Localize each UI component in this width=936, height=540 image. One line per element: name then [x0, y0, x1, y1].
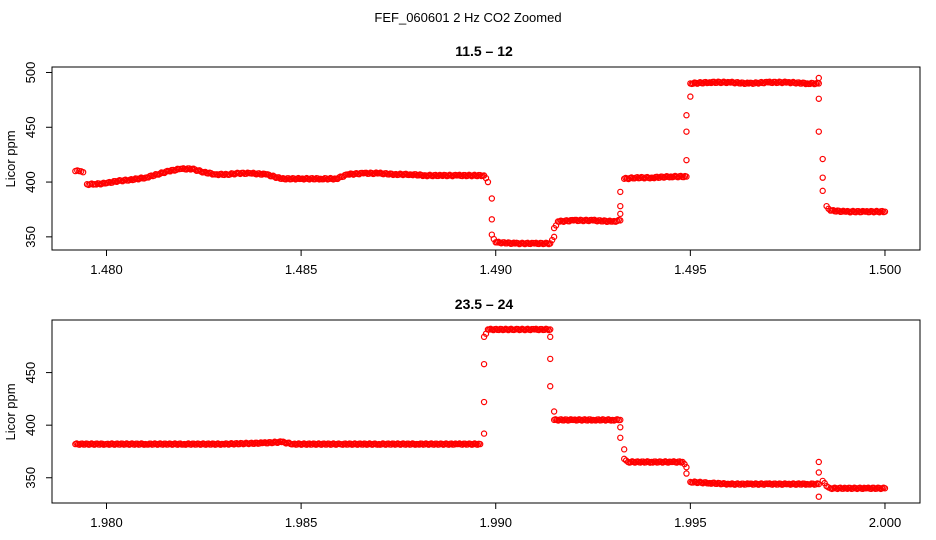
panel-bottom-data-point — [620, 446, 628, 453]
panel-top-x-axis: 1.480 1.485 1.490 1.495 1.500 — [90, 250, 901, 277]
panel-bottom-data-point — [815, 458, 822, 466]
panel-top-ytick-label: 350 — [23, 226, 38, 248]
panel-top-data-point — [683, 156, 690, 164]
panel-bottom-xtick-label: 1.995 — [674, 515, 707, 530]
panel-bottom-data-point — [617, 416, 624, 424]
panel-bottom-y-axis: 350 400 450 — [23, 362, 52, 489]
panel-top-data-point — [683, 173, 690, 180]
panel-top-data-point — [617, 217, 624, 224]
panel-bottom-ylabel: Licor ppm — [3, 383, 18, 440]
panel-bottom-xtick-label: 1.985 — [285, 515, 318, 530]
panel-top: 11.5 – 12 Licor ppm 1.480 1.485 1.490 1.495… — [3, 43, 921, 277]
panel-top-data-point — [819, 155, 826, 163]
panel-top-data-point — [484, 178, 492, 186]
panel-top-data-point — [548, 236, 556, 244]
panel-top-data-point — [156, 170, 164, 177]
panel-top-data-point — [687, 93, 694, 100]
panel-bottom-points — [72, 325, 889, 500]
panel-bottom-data-point — [617, 424, 624, 431]
panel-top-data-point — [815, 128, 822, 135]
panel-top-xtick-label: 1.480 — [90, 262, 123, 277]
panel-top-title: 11.5 – 12 — [455, 43, 513, 59]
panel-bottom-data-point — [547, 383, 554, 390]
figure-title: FEF_060601 2 Hz CO2 Zoomed — [374, 10, 561, 25]
panel-bottom-x-axis: 1.980 1.985 1.990 1.995 2.000 — [90, 503, 901, 530]
panel-bottom: 23.5 – 24 Licor ppm 1.980 1.985 1.990 1.995… — [3, 296, 921, 530]
panel-top-xtick-label: 1.500 — [869, 262, 902, 277]
panel-bottom-plot-frame — [51, 319, 921, 504]
panel-top-data-point — [683, 112, 690, 119]
panel-bottom-data-point — [815, 493, 822, 500]
panel-top-data-point — [488, 195, 496, 202]
panel-bottom-xtick-label: 1.980 — [90, 515, 123, 530]
panel-top-ytick-label: 450 — [23, 116, 38, 138]
panel-top-data-point — [130, 176, 138, 183]
panel-top-data-point — [815, 74, 822, 82]
panel-bottom-xtick-label: 1.990 — [479, 515, 512, 530]
panel-top-data-point — [617, 202, 624, 210]
panel-top-data-point — [271, 173, 278, 180]
panel-bottom-ytick-label: 400 — [23, 414, 38, 436]
panel-top-ytick-label: 500 — [23, 62, 38, 84]
panel-bottom-data-point — [547, 355, 554, 363]
panel-bottom-data-point — [480, 360, 488, 368]
panel-top-data-point — [150, 172, 158, 179]
panel-bottom-data-point — [547, 326, 554, 333]
panel-bottom-data-point — [815, 469, 822, 476]
panel-top-y-axis: 350 400 450 500 — [23, 62, 52, 248]
panel-top-data-point — [172, 166, 180, 174]
panel-top-data-point — [93, 181, 100, 188]
panel-bottom-ytick-label: 450 — [23, 362, 38, 384]
panel-bottom-xtick-label: 2.000 — [869, 515, 902, 530]
panel-top-data-point — [191, 166, 199, 173]
panel-top-data-point — [476, 171, 484, 179]
panel-top-data-point — [388, 170, 395, 178]
panel-top-data-point — [881, 208, 889, 215]
panel-top-data-point — [683, 128, 690, 135]
panel-bottom-data-point — [480, 430, 488, 437]
panel-top-data-point — [617, 210, 624, 218]
panel-top-xtick-label: 1.490 — [479, 262, 512, 277]
panel-bottom-data-point — [815, 480, 822, 488]
panel-top-data-point — [819, 174, 826, 181]
panel-top-data-point — [815, 95, 822, 102]
panel-bottom-ytick-label: 350 — [23, 467, 38, 489]
panel-top-data-point — [550, 233, 558, 241]
panel-top-data-point — [79, 168, 87, 176]
panel-top-plot-frame — [51, 66, 921, 251]
panel-bottom-data-point — [681, 460, 688, 468]
panel-top-points — [72, 74, 889, 248]
panel-bottom-data-point — [480, 398, 488, 406]
panel-top-data-point — [819, 187, 826, 195]
panel-bottom-data-point — [476, 440, 484, 448]
panel-bottom-data-point — [617, 434, 624, 441]
panel-top-xtick-label: 1.485 — [285, 262, 318, 277]
panel-bottom-data-point — [550, 408, 558, 415]
panel-bottom-data-point — [683, 470, 690, 477]
panel-bottom-data-point — [547, 333, 554, 341]
panel-top-data-point — [617, 188, 624, 196]
panel-bottom-title: 23.5 – 24 — [455, 296, 514, 312]
panel-bottom-data-point — [683, 464, 690, 471]
panel-top-ylabel: Licor ppm — [3, 130, 18, 187]
panel-top-ytick-label: 400 — [23, 171, 38, 193]
panel-top-data-point — [488, 216, 496, 223]
panel-top-xtick-label: 1.495 — [674, 262, 707, 277]
panel-bottom-data-point — [881, 485, 889, 492]
